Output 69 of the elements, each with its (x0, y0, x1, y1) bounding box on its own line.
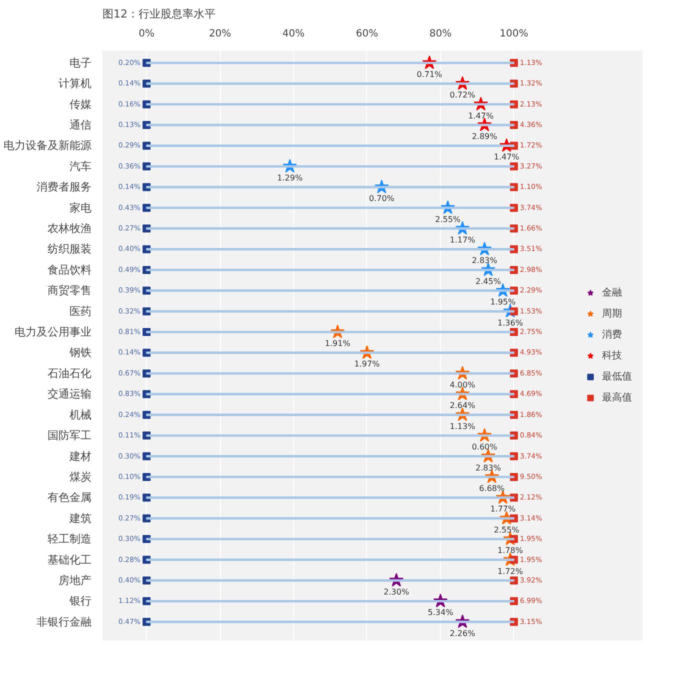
x-tick-label: 100% (500, 28, 528, 40)
annotation: 6.68% (479, 484, 505, 493)
legend-label: 最低值 (602, 370, 632, 384)
annotation: 1.29% (277, 173, 303, 182)
y-tick-label: 商贸零售 (48, 284, 92, 298)
annotation: 2.83% (476, 463, 502, 472)
y-tick-label: 基础化工 (48, 553, 92, 566)
y-tick-label: 农林牧渔 (48, 222, 92, 236)
annotation: 2.83% (472, 256, 498, 266)
y-tick-label: 通信 (70, 118, 92, 132)
chart-title: 图12：行业股息率水平 (102, 8, 216, 20)
y-tick-label: 煤炭 (70, 470, 92, 484)
annotation: 1.77% (490, 504, 516, 514)
annotation: 2.26% (450, 628, 476, 638)
y-tick-label: 计算机 (58, 77, 92, 90)
y-tick-label: 有色金属 (48, 491, 92, 504)
legend-label: 最高值 (602, 391, 632, 404)
y-tick-label: 轻工制造 (48, 532, 92, 546)
y-tick-label: 电力设备及新能源 (4, 139, 92, 152)
annotation: 0.60% (472, 442, 498, 452)
annotation: 1.13% (450, 422, 476, 431)
x-tick-label: 0% (138, 28, 155, 40)
annotation: 1.47% (468, 111, 494, 120)
x-tick-label: 20% (208, 28, 232, 40)
y-tick-label: 建筑 (68, 512, 92, 525)
annotation: 4.00% (450, 380, 476, 390)
annotation: 1.97% (354, 360, 380, 369)
y-tick-label: 国防军工 (48, 429, 92, 442)
annotation: 2.89% (472, 132, 498, 142)
y-tick-label: 电子 (70, 56, 92, 70)
x-tick-label: 40% (282, 28, 305, 40)
y-tick-label: 传媒 (70, 98, 92, 111)
y-tick-label: 电力及公用事业 (14, 326, 92, 339)
y-tick-label: 汽车 (70, 160, 92, 173)
y-tick-label: 消费者服务 (36, 180, 92, 194)
annotation: 1.91% (324, 339, 351, 348)
y-tick-label: 建材 (68, 450, 92, 463)
annotation: 0.70% (368, 194, 395, 204)
legend-label: 科技 (602, 349, 622, 362)
y-tick-label: 钢铁 (68, 346, 92, 360)
annotation: 2.55% (435, 214, 461, 224)
annotation: 1.95% (490, 298, 516, 307)
y-tick-label: 银行 (68, 594, 92, 608)
y-tick-label: 非银行金融 (36, 615, 92, 628)
annotation: 1.47% (494, 152, 520, 162)
annotation: 1.36% (498, 318, 524, 328)
annotation: 2.55% (494, 525, 520, 534)
x-tick-label: 80% (429, 28, 452, 40)
y-tick-label: 食品饮料 (48, 263, 92, 276)
annotation: 5.34% (428, 608, 454, 618)
x-tick-label: 60% (356, 28, 378, 40)
annotation: 2.64% (450, 401, 476, 410)
legend-label: 周期 (602, 307, 622, 320)
y-tick-label: 房地产 (58, 574, 92, 587)
annotation: 2.30% (384, 587, 410, 596)
legend-label: 金融 (602, 286, 622, 300)
y-tick-label: 纺织服装 (48, 242, 92, 256)
y-tick-label: 石油石化 (48, 366, 92, 380)
y-tick-label: 交通运输 (48, 388, 92, 401)
annotation: 1.78% (498, 546, 524, 556)
legend-label: 消费 (602, 328, 622, 342)
annotation: 0.71% (416, 70, 443, 79)
annotation: 1.72% (498, 566, 524, 576)
y-tick-label: 家电 (70, 201, 92, 214)
annotation: 1.17% (450, 236, 476, 245)
annotation: 2.45% (476, 276, 502, 286)
y-tick-label: 医药 (70, 304, 92, 318)
y-tick-label: 机械 (70, 408, 92, 422)
annotation: 0.72% (450, 90, 476, 100)
